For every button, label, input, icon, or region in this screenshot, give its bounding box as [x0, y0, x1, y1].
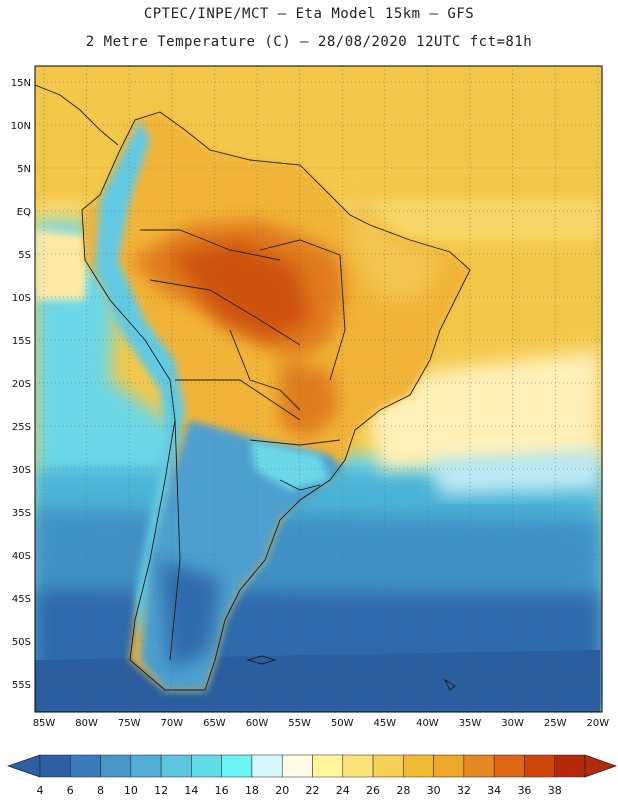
colorbar-swatch: [493, 754, 525, 778]
colorbar-label: 12: [154, 784, 168, 797]
colorbar-swatch: [39, 754, 71, 778]
lon-label: 70W: [160, 718, 183, 729]
lat-label: 20S: [12, 379, 31, 390]
colorbar: [6, 754, 618, 778]
temperature-field: [35, 66, 602, 712]
colorbar-swatch: [191, 754, 222, 778]
lat-label: 30S: [12, 465, 31, 476]
lat-label: 5N: [17, 164, 31, 175]
latitude-labels: 15N 10N 5N EQ 5S 10S 15S 20S 25S 30S 35S 40S 45S 50S 5…: [11, 78, 31, 691]
colorbar-label: 4: [37, 784, 44, 797]
colorbar-swatch: [251, 754, 283, 778]
lon-label: 50W: [331, 718, 354, 729]
colorbar-label: 10: [124, 784, 138, 797]
colorbar-swatch: [463, 754, 495, 778]
colorbar-swatch: [281, 754, 313, 778]
colorbar-label: 28: [396, 784, 410, 797]
colorbar-label: 8: [97, 784, 104, 797]
colorbar-label: 34: [487, 784, 501, 797]
lon-label: 75W: [118, 718, 141, 729]
lon-label: 55W: [288, 718, 311, 729]
lat-label: EQ: [17, 207, 31, 218]
title-line-2: 2 Metre Temperature (C) – 28/08/2020 12U…: [85, 34, 533, 50]
colorbar-swatch: [372, 754, 404, 778]
lat-lon-grid: [35, 66, 602, 712]
lon-label: 85W: [33, 718, 56, 729]
colorbar-arrow-right: [584, 754, 618, 778]
colorbar-swatch: [433, 754, 465, 778]
colorbar-swatch: [70, 754, 101, 778]
colorbar-label: 14: [184, 784, 198, 797]
colorbar-labels: 4 6 8 10 12 14 16 18 20 22 24 26 28 30 32 34 36 38: [37, 784, 562, 797]
lat-label: 10S: [12, 293, 31, 304]
lon-label: 80W: [75, 718, 98, 729]
lon-label: 35W: [459, 718, 482, 729]
lat-label: 55S: [12, 680, 31, 691]
lat-label: 50S: [12, 637, 31, 648]
lon-label: 45W: [373, 718, 396, 729]
colorbar-swatch: [554, 754, 586, 778]
colorbar-label: 22: [306, 784, 320, 797]
lon-label: 30W: [501, 718, 524, 729]
colorbar-label: 18: [245, 784, 259, 797]
lat-label: 25S: [12, 422, 31, 433]
colorbar-swatch: [312, 754, 344, 778]
longitude-labels: 85W 80W 75W 70W 65W 60W 55W 50W 45W 40W 35W 30W 25W 2…: [33, 718, 610, 729]
lon-label: 60W: [246, 718, 269, 729]
lat-label: 40S: [12, 551, 31, 562]
lon-label: 65W: [203, 718, 226, 729]
colorbar-label: 6: [67, 784, 74, 797]
lon-label: 25W: [544, 718, 567, 729]
colorbar-label: 30: [427, 784, 441, 797]
lat-label: 5S: [18, 250, 31, 261]
colorbar-label: 24: [336, 784, 350, 797]
colorbar-swatch: [100, 754, 132, 778]
colorbar-label: 32: [457, 784, 471, 797]
colorbar-label: 38: [548, 784, 562, 797]
lat-label: 15S: [12, 336, 31, 347]
title-line-1: CPTEC/INPE/MCT – Eta Model 15km – GFS: [143, 6, 475, 22]
colorbar-swatch: [221, 754, 253, 778]
lat-label: 45S: [12, 594, 31, 605]
colorbar-label: 16: [215, 784, 229, 797]
colorbar-label: 26: [366, 784, 380, 797]
colorbar-swatch: [403, 754, 434, 778]
colorbar-swatch: [160, 754, 192, 778]
lat-label: 10N: [11, 121, 31, 132]
lat-label: 15N: [11, 78, 31, 89]
lon-label: 40W: [416, 718, 439, 729]
colorbar-swatch: [524, 754, 555, 778]
lon-label: 20W: [586, 718, 609, 729]
map-frame: [34, 65, 603, 713]
colorbar-swatch: [342, 754, 374, 778]
colorbar-swatch: [130, 754, 162, 778]
colorbar-label: 36: [517, 784, 531, 797]
lat-label: 35S: [12, 508, 31, 519]
colorbar-label: 20: [275, 784, 289, 797]
coastlines: [35, 84, 471, 691]
colorbar-arrow-left: [6, 754, 41, 778]
